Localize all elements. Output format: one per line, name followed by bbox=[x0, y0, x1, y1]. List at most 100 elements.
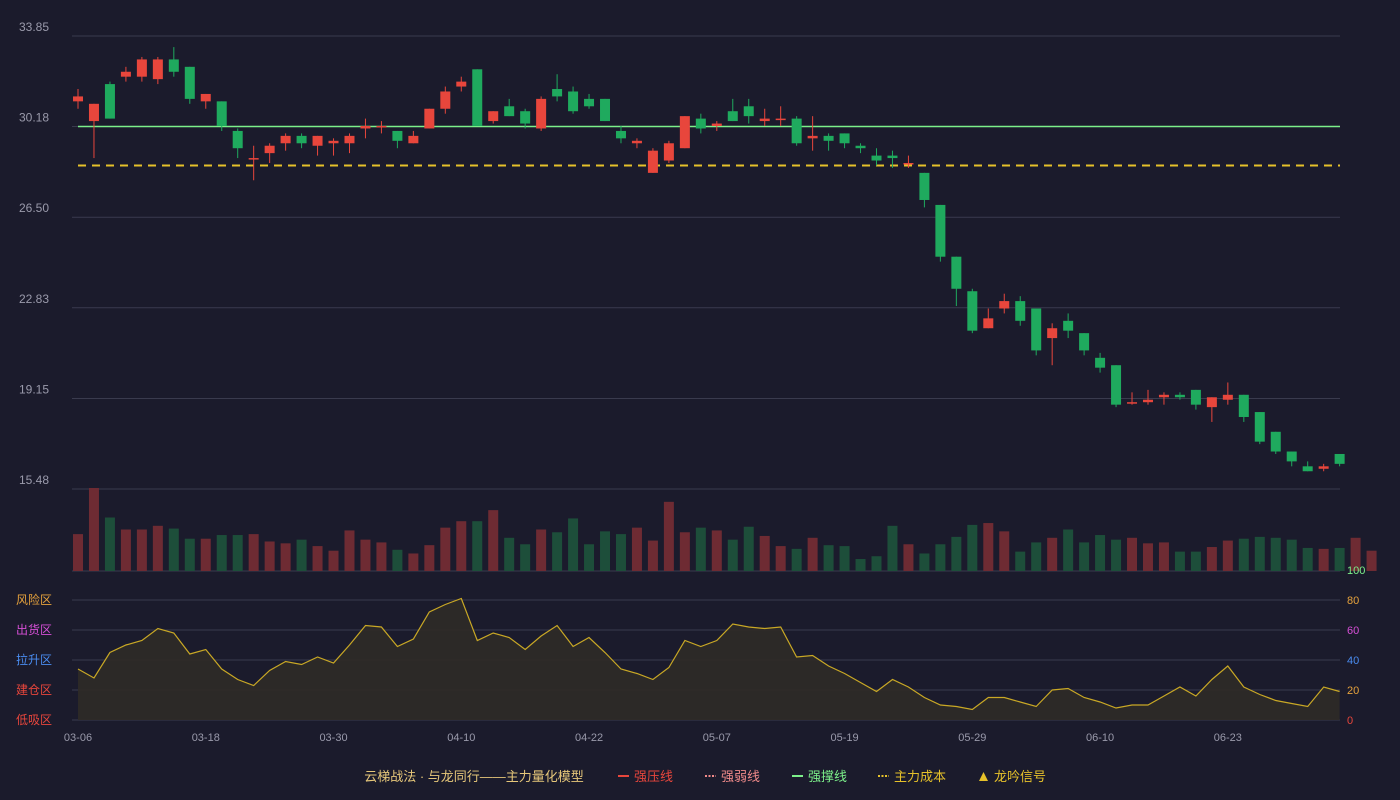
volume-bar bbox=[711, 530, 722, 571]
volume-bar bbox=[488, 510, 499, 571]
volume-bar bbox=[73, 534, 83, 571]
volume-bar bbox=[600, 531, 611, 571]
legend-label: 强弱线 bbox=[721, 769, 760, 784]
candle-body bbox=[871, 155, 882, 161]
candle-body bbox=[584, 98, 595, 107]
candle-body bbox=[536, 98, 547, 129]
candle-body bbox=[424, 108, 435, 129]
volume-bar bbox=[344, 530, 355, 571]
volume-bar bbox=[615, 534, 626, 571]
legend-title: 云梯战法 · 与龙同行——主力量化模型 bbox=[364, 769, 584, 784]
volume-bar bbox=[727, 539, 738, 571]
volume-bar bbox=[1174, 551, 1185, 571]
volume-bar bbox=[839, 546, 850, 571]
volume-bar bbox=[520, 544, 531, 571]
volume-bar bbox=[855, 559, 866, 571]
volume-bar bbox=[919, 553, 930, 571]
candle-body bbox=[759, 118, 770, 122]
volume-bar bbox=[1206, 547, 1217, 571]
candle-body bbox=[1270, 431, 1281, 452]
sentiment-line bbox=[77, 597, 1340, 711]
volume-bar bbox=[328, 550, 339, 571]
price-axis: 33.85 30.18 26.50 22.83 19.15 15.48 bbox=[19, 20, 49, 487]
legend-main-cost[interactable]: 主力成本 bbox=[878, 769, 946, 784]
volume-bar bbox=[871, 556, 882, 571]
date-tick-label: 06-10 bbox=[1086, 732, 1114, 744]
candle-body bbox=[631, 140, 642, 144]
candle-body bbox=[1254, 412, 1265, 442]
candle-body bbox=[1302, 466, 1313, 472]
volume-bar bbox=[1238, 538, 1249, 571]
volume-bar bbox=[472, 521, 483, 571]
volume-bar bbox=[184, 538, 195, 571]
candle-body bbox=[600, 98, 611, 122]
volume-bar bbox=[1063, 529, 1074, 571]
volume-bar bbox=[408, 553, 419, 571]
candle-body bbox=[1095, 357, 1106, 368]
volume-bar bbox=[376, 542, 387, 571]
volume-bar bbox=[1302, 547, 1313, 571]
legend-strength[interactable]: 强弱线 bbox=[705, 769, 760, 784]
candle-body bbox=[184, 66, 195, 99]
candle-body bbox=[440, 91, 451, 109]
sentiment-tick-label: 0 bbox=[1347, 715, 1353, 727]
volume-bar bbox=[1190, 551, 1201, 571]
volume-bar bbox=[1079, 542, 1090, 571]
candle-body bbox=[999, 301, 1010, 309]
volume-bar bbox=[935, 544, 946, 571]
candle-body bbox=[951, 256, 962, 289]
candle-body bbox=[376, 126, 387, 128]
zone-label: 风险区 bbox=[16, 592, 52, 607]
zone-label: 拉升区 bbox=[16, 652, 52, 667]
legend-resistance[interactable]: 强压线 bbox=[618, 769, 673, 784]
legend-label: 主力成本 bbox=[894, 769, 946, 784]
volume-bar bbox=[392, 549, 403, 571]
volume-bar bbox=[504, 537, 515, 571]
volume-bar bbox=[264, 541, 275, 571]
volume-bar bbox=[1350, 537, 1361, 571]
candle-body bbox=[152, 59, 163, 80]
candle-body bbox=[73, 96, 83, 102]
candle-body bbox=[1238, 394, 1249, 417]
volume-bar bbox=[168, 528, 179, 571]
candle-body bbox=[967, 291, 978, 331]
candle-body bbox=[344, 135, 355, 144]
volume-bar bbox=[631, 527, 642, 571]
candle-body bbox=[1031, 308, 1042, 351]
legend-support[interactable]: 强撑线 bbox=[792, 769, 847, 784]
volume-bar bbox=[823, 545, 834, 571]
sentiment-series bbox=[77, 597, 1340, 720]
volume-bar bbox=[536, 529, 547, 571]
volume-series bbox=[73, 488, 1377, 571]
volume-bar bbox=[232, 535, 243, 571]
candle-body bbox=[360, 126, 371, 129]
candle-body bbox=[456, 81, 467, 87]
volume-bar bbox=[440, 527, 451, 571]
candle-body bbox=[328, 140, 339, 144]
sentiment-area bbox=[78, 598, 1340, 720]
candle-body bbox=[520, 111, 531, 124]
volume-bar bbox=[663, 501, 674, 571]
candle-body bbox=[312, 135, 323, 146]
volume-bar bbox=[1142, 543, 1153, 571]
sentiment-axis: 0 20 40 60 80 100 bbox=[1347, 565, 1365, 727]
candle-body bbox=[743, 106, 754, 117]
chart-legend[interactable]: 云梯战法 · 与龙同行——主力量化模型 强压线 强弱线 强撑线 主力成本 龙吟信号 bbox=[364, 769, 1046, 784]
legend-dragon-signal[interactable]: 龙吟信号 bbox=[979, 769, 1046, 784]
volume-bar bbox=[1047, 537, 1058, 571]
volume-bar bbox=[1158, 542, 1169, 571]
date-tick-label: 05-29 bbox=[958, 732, 986, 744]
sentiment-tick-label: 100 bbox=[1347, 565, 1365, 577]
candle-body bbox=[1015, 301, 1026, 321]
volume-bar bbox=[248, 534, 259, 571]
date-tick-label: 03-18 bbox=[192, 732, 220, 744]
volume-bar bbox=[807, 537, 818, 571]
volume-bar bbox=[136, 529, 147, 571]
date-tick-label: 06-23 bbox=[1214, 732, 1242, 744]
price-tick-label: 30.18 bbox=[19, 111, 49, 125]
volume-bar bbox=[951, 536, 962, 571]
volume-bar bbox=[1254, 536, 1265, 571]
volume-bar bbox=[679, 532, 690, 571]
